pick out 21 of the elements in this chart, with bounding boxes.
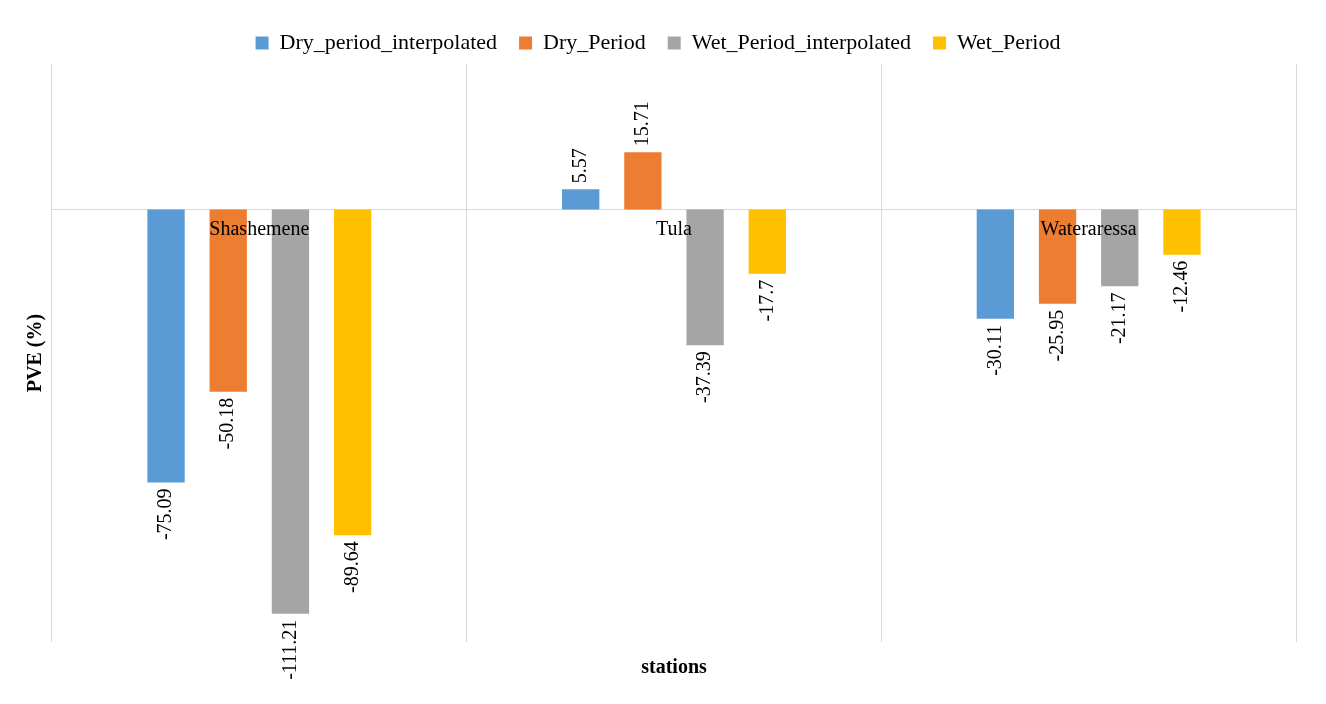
legend-label: Wet_Period bbox=[957, 28, 1061, 54]
x-axis-title: stations bbox=[641, 655, 707, 678]
x-tick-label: Wateraressa bbox=[1040, 216, 1137, 239]
y-axis-title: PVE (%) bbox=[23, 313, 47, 393]
data-label: -30.11 bbox=[982, 324, 1005, 376]
data-label: -89.64 bbox=[339, 541, 362, 593]
data-label: -111.21 bbox=[277, 619, 300, 680]
x-tick-label: Tula bbox=[656, 216, 693, 239]
data-label: -17.7 bbox=[754, 279, 777, 322]
legend-label: Dry_period_interpolated bbox=[279, 28, 498, 54]
data-label: -25.95 bbox=[1044, 309, 1067, 362]
data-label: -12.46 bbox=[1169, 260, 1192, 313]
data-label: 5.57 bbox=[567, 148, 590, 184]
legend-label: Wet_Period_interpolated bbox=[691, 28, 912, 54]
data-label: -37.39 bbox=[692, 351, 715, 403]
x-tick-label: Shashemene bbox=[209, 216, 310, 239]
data-label: -21.17 bbox=[1107, 292, 1130, 345]
data-label: -75.09 bbox=[153, 488, 176, 541]
legend-label: Dry_Period bbox=[543, 28, 646, 54]
data-label: 15.71 bbox=[630, 101, 653, 147]
data-label: -50.18 bbox=[215, 397, 238, 450]
